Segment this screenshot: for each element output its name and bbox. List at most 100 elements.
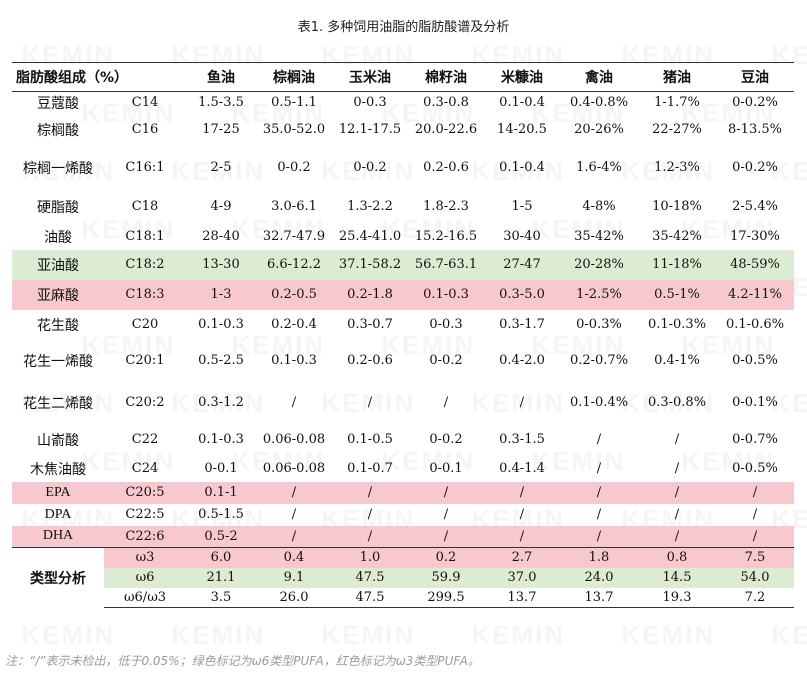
- value-cell: /: [291, 395, 297, 410]
- summary-value-cell: 54.0: [716, 567, 794, 588]
- table-row: 花生一烯酸 C20:1 0.5-2.5 0.1-0.3 0.2-0.6 0-0.2 0.4-…: [12, 340, 794, 382]
- value-cell: /: [484, 525, 560, 548]
- acid-code: C18: [131, 199, 159, 214]
- table-row: 亚麻酸 C18:3 1-3 0.2-0.5 0.2-1.8 0.1-0.3 0.3-5.0 1…: [12, 279, 794, 310]
- header-palm-oil: 棕榈油: [256, 62, 332, 92]
- watermark-text: KEMIN: [21, 620, 116, 650]
- value-cell: /: [291, 507, 297, 522]
- value-cell: /: [716, 525, 794, 548]
- value-cell: /: [674, 507, 680, 522]
- value-cell: 0.1-0.4: [499, 95, 545, 111]
- acid-name: DPA: [44, 506, 72, 522]
- value-cell: 4-8%: [582, 199, 616, 214]
- value-cell: 14-20.5: [497, 122, 547, 137]
- table-row: 花生酸 C20 0.1-0.3 0.2-0.4 0.3-0.7 0-0.3 0.3-1.7 0…: [12, 310, 794, 340]
- acid-code: C18:3: [104, 279, 186, 310]
- value-cell: /: [596, 507, 602, 522]
- value-cell: 17-30%: [730, 229, 780, 244]
- value-cell: 2-5.4%: [732, 199, 778, 214]
- value-cell: 0.1-0.3%: [647, 317, 707, 332]
- table-row: 棕榈一烯酸 C16:1 2-5 0-0.2 0-0.2 0.2-0.6 0.1-0.4 1.6…: [12, 146, 794, 190]
- value-cell: 15.2-16.5: [414, 229, 478, 244]
- value-cell: 0.1-0.4%: [569, 395, 629, 410]
- header-fish-oil: 鱼油: [186, 62, 256, 92]
- fatty-acid-rows: 豆蔻酸 C14 1.5-3.5 0.5-1.1 0-0.3 0.3-0.8 0.1-0.4 0…: [12, 92, 794, 548]
- summary-code: ω3: [104, 547, 186, 568]
- fatty-acid-table: 脂肪酸组成（%） 鱼油 棕榈油 玉米油 棉籽油 米糠油 禽油 猪油 豆油 豆蔻酸…: [12, 62, 794, 608]
- acid-code: C22: [131, 432, 159, 447]
- acid-name: DHA: [12, 525, 104, 548]
- table-header-row: 脂肪酸组成（%） 鱼油 棕榈油 玉米油 棉籽油 米糠油 禽油 猪油 豆油: [12, 62, 794, 92]
- acid-name: 油酸: [44, 229, 72, 246]
- value-cell: /: [408, 481, 484, 504]
- table-row: DHA C22:6 0.5-2// / / / / /: [12, 525, 794, 548]
- value-cell: 0-0.1: [204, 461, 238, 476]
- header-composition: 脂肪酸组成（%）: [12, 62, 186, 92]
- value-cell: 0-0.1%: [732, 395, 778, 410]
- value-cell: 17-25: [202, 122, 240, 137]
- acid-name: 花生一烯酸: [23, 353, 93, 370]
- value-cell: 0-0.2: [277, 160, 311, 175]
- header-rice-bran-oil: 米糠油: [484, 62, 560, 92]
- type-analysis-rows: 类型分析 ω3 6.0 0.4 1.0 0.2 2.7 1.8 0.8 7.5 ω6 21.1 9.1 4…: [12, 547, 794, 608]
- acid-name: 亚油酸: [12, 249, 104, 280]
- value-cell: 0.06-0.08: [262, 432, 326, 447]
- value-cell: 28-40: [202, 229, 240, 244]
- value-cell: 0-0.5%: [732, 353, 778, 368]
- acid-code: C14: [131, 95, 159, 111]
- value-cell: 35-42%: [574, 229, 624, 244]
- value-cell: 0.5-2.5: [198, 353, 244, 368]
- value-cell: 8-13.5%: [728, 122, 782, 137]
- summary-value-cell: 19.3: [638, 587, 716, 608]
- summary-value-cell: 1.8: [560, 547, 638, 568]
- table-footnote: 注：“/”表示未检出，低于0.05%；绿色标记为ω6类型PUFA，红色标记为ω3…: [5, 654, 480, 668]
- value-cell: 20.0-22.6: [414, 122, 478, 137]
- watermark-text: KEMIN: [171, 620, 266, 650]
- summary-value-cell: 0.8: [638, 547, 716, 568]
- value-cell: 0-0.2: [429, 432, 463, 447]
- summary-row: ω6/ω3 3.5 26.0 47.5 299.5 13.7 13.7 19.3 7.2: [12, 587, 794, 608]
- summary-value-cell: 21.1: [186, 567, 256, 588]
- value-cell: 0.2-0.5: [256, 279, 332, 310]
- value-cell: 1-5: [511, 199, 533, 214]
- acid-code: C24: [131, 461, 159, 476]
- value-cell: 0-0.3: [353, 95, 387, 111]
- value-cell: 0.3-1.2: [198, 395, 244, 410]
- value-cell: 0.1-0.6%: [725, 317, 785, 332]
- value-cell: 0.06-0.08: [262, 461, 326, 476]
- table-row: 豆蔻酸 C14 1.5-3.5 0.5-1.1 0-0.3 0.3-0.8 0.1-0.4 0…: [12, 92, 794, 114]
- value-cell: /: [332, 481, 408, 504]
- value-cell: 0-0.2: [429, 353, 463, 368]
- table-caption: 表1. 多种饲用油脂的脂肪酸谱及分析: [297, 20, 510, 35]
- acid-name: 花生二烯酸: [23, 395, 93, 412]
- summary-value-cell: 59.9: [408, 567, 484, 588]
- value-cell: /: [716, 481, 794, 504]
- acid-code: C20: [131, 317, 159, 332]
- summary-value-cell: 26.0: [256, 587, 332, 608]
- acid-code: C18:2: [104, 249, 186, 280]
- acid-code: C22:5: [125, 507, 165, 522]
- table-row: 亚油酸 C18:2 13-30 6.6-12.2 37.1-58.2 56.7-63.1 2…: [12, 249, 794, 280]
- acid-code: C20:2: [125, 395, 165, 410]
- acid-code: C18:1: [125, 229, 165, 244]
- summary-value-cell: 37.0: [484, 567, 560, 588]
- value-cell: 35.0-52.0: [262, 122, 326, 137]
- value-cell: /: [332, 525, 408, 548]
- value-cell: 1.6-4%: [576, 160, 622, 175]
- value-cell: 0.2-0.7%: [569, 353, 629, 368]
- value-cell: /: [674, 461, 680, 476]
- acid-code: C22:6: [104, 525, 186, 548]
- value-cell: /: [408, 525, 484, 548]
- value-cell: 35-42%: [652, 229, 702, 244]
- table-row: EPA C20:5 0.1-1// / / / / /: [12, 481, 794, 504]
- value-cell: 1-1.7%: [654, 95, 700, 111]
- value-cell: 0.1-0.3: [198, 432, 244, 447]
- acid-name: 山嵛酸: [37, 432, 79, 449]
- value-cell: 0.1-0.3: [198, 317, 244, 332]
- value-cell: 0.2-0.6: [347, 353, 393, 368]
- value-cell: 4-9: [210, 199, 232, 214]
- table-row: 花生二烯酸 C20:2 0.3-1.2 / / / / 0.1-0.4% 0.3-0.8% 0-0…: [12, 382, 794, 424]
- value-cell: 0.3-0.8%: [647, 395, 707, 410]
- value-cell: 4.2-11%: [716, 279, 794, 310]
- value-cell: 0.1-1: [186, 481, 256, 504]
